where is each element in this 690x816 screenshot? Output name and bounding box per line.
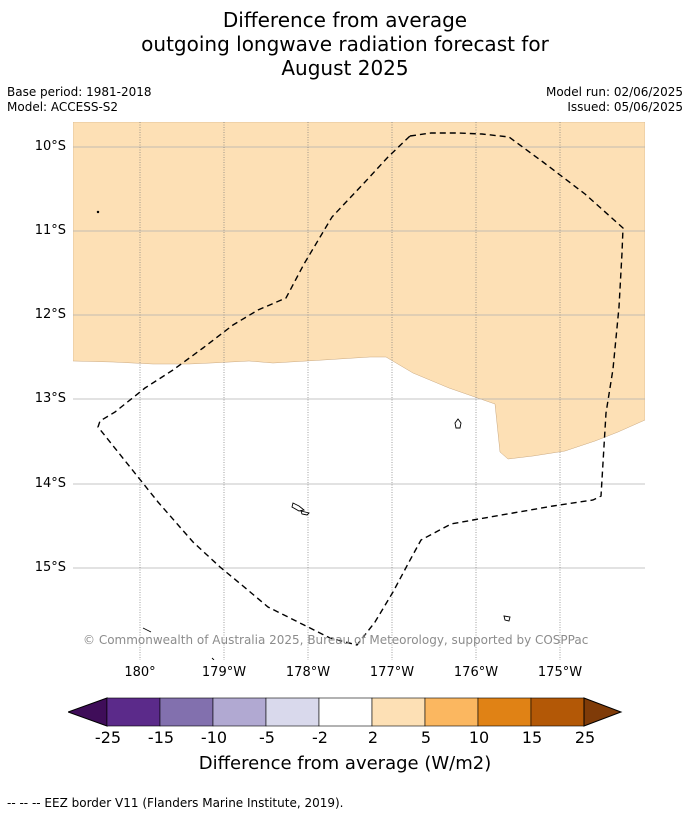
model-run: Model run: 02/06/2025 bbox=[545, 85, 683, 99]
lon-label-177w: 177°W bbox=[369, 665, 415, 680]
colorbar-arrow-high bbox=[583, 697, 623, 727]
lat-label-13s: 13°S bbox=[34, 391, 66, 406]
chart-title: Difference from average outgoing longwav… bbox=[0, 8, 690, 80]
island-small-5 bbox=[142, 627, 152, 633]
colorbar-bin-7 bbox=[424, 697, 479, 727]
title-line-2: outgoing longwave radiation forecast for bbox=[141, 32, 549, 56]
base-period: Base period: 1981-2018 bbox=[7, 85, 152, 99]
colorbar-bin-2 bbox=[159, 697, 214, 727]
model-name: Model: ACCESS-S2 bbox=[7, 100, 119, 114]
island-small-4 bbox=[503, 615, 511, 622]
eez-border bbox=[97, 132, 624, 646]
lat-label-14s: 14°S bbox=[34, 476, 66, 491]
lon-label-180: 180° bbox=[124, 665, 156, 680]
colorbar-tick-minus-15: -15 bbox=[147, 728, 175, 747]
lon-label-175w: 175°W bbox=[537, 665, 583, 680]
colorbar-label: Difference from average (W/m2) bbox=[198, 753, 492, 774]
anomaly-region-2-to-5 bbox=[73, 122, 645, 460]
lat-label-10s: 10°S bbox=[34, 139, 66, 154]
eez-footnote: -- -- -- EEZ border V11 (Flanders Marine… bbox=[7, 796, 344, 810]
lat-label-15s: 15°S bbox=[34, 560, 66, 575]
meta-left: Base period: 1981-2018 Model: ACCESS-S2 bbox=[7, 85, 152, 115]
colorbar-tick-minus-10: -10 bbox=[200, 728, 228, 747]
title-line-3: August 2025 bbox=[281, 56, 409, 80]
colorbar bbox=[68, 697, 623, 727]
lat-label-11s: 11°S bbox=[34, 223, 66, 238]
colorbar-tick-10: 10 bbox=[468, 728, 490, 747]
colorbar-bin-9 bbox=[530, 697, 585, 727]
island-small-1 bbox=[454, 418, 462, 429]
colorbar-bin-1 bbox=[106, 697, 161, 727]
title-line-1: Difference from average bbox=[222, 8, 468, 32]
colorbar-bin-3 bbox=[212, 697, 267, 727]
colorbar-tick-minus-2: -2 bbox=[312, 728, 328, 747]
island-small-6 bbox=[211, 657, 215, 660]
issued-date: Issued: 05/06/2025 bbox=[567, 100, 683, 114]
islands bbox=[96, 210, 511, 660]
copyright-notice: © Commonwealth of Australia 2025, Bureau… bbox=[83, 633, 589, 647]
island-small-3 bbox=[300, 510, 310, 516]
island-small-7 bbox=[96, 210, 100, 214]
colorbar-tick-5: 5 bbox=[420, 728, 432, 747]
colorbar-arrow-low bbox=[68, 697, 108, 727]
lon-label-178w: 178°W bbox=[285, 665, 331, 680]
colorbar-tick-minus-5: -5 bbox=[259, 728, 275, 747]
colorbar-bin-8 bbox=[477, 697, 532, 727]
colorbar-tick-15: 15 bbox=[521, 728, 543, 747]
colorbar-bin-4 bbox=[265, 697, 320, 727]
island-small-2 bbox=[291, 502, 306, 512]
map-panel bbox=[73, 122, 645, 660]
lat-label-12s: 12°S bbox=[34, 307, 66, 322]
colorbar-tick-25: 25 bbox=[574, 728, 596, 747]
lat-gridlines bbox=[73, 146, 645, 569]
meta-right: Model run: 02/06/2025 Issued: 05/06/2025 bbox=[546, 85, 683, 115]
colorbar-tick-minus-25: -25 bbox=[94, 728, 122, 747]
colorbar-tick-2: 2 bbox=[367, 728, 379, 747]
lon-gridlines bbox=[139, 122, 561, 660]
colorbar-bin-6 bbox=[371, 697, 426, 727]
lon-label-179w: 179°W bbox=[201, 665, 247, 680]
lon-label-176w: 176°W bbox=[453, 665, 499, 680]
colorbar-bin-5 bbox=[318, 697, 373, 727]
